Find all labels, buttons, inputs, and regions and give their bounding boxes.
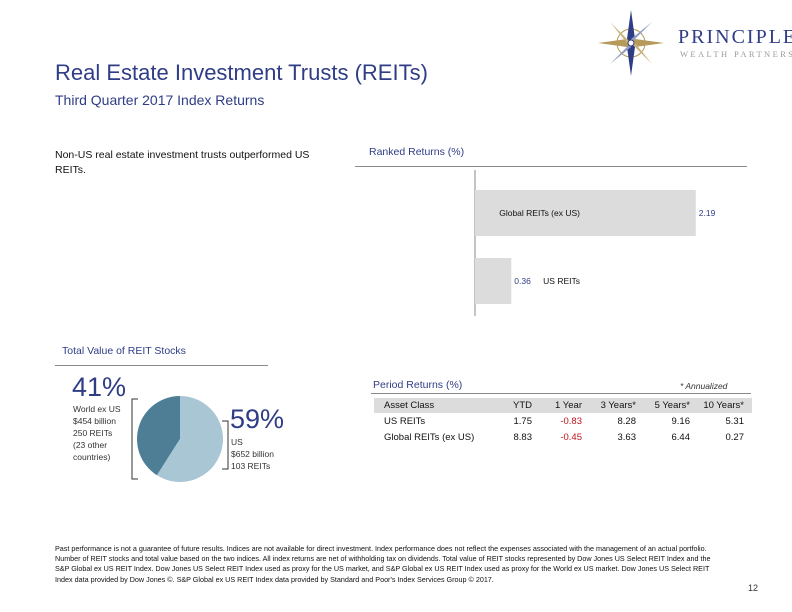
us-percent: 59%	[230, 404, 285, 434]
column-header: YTD	[486, 398, 532, 413]
left-bracket	[131, 398, 138, 480]
bar-category-label: Global REITs (ex US)	[499, 208, 580, 218]
world-ex-us-percent: 41%	[72, 372, 127, 402]
column-header: 1 Year	[532, 398, 582, 413]
ranked-returns-title: Ranked Returns (%)	[369, 146, 465, 158]
reit-value-pie	[131, 396, 229, 482]
period-returns-title: Period Returns (%)	[373, 379, 463, 391]
table-cell: 6.44	[671, 431, 691, 443]
world-ex-us-details: World ex US $454 billion 250 REITs (23 o…	[73, 403, 121, 463]
detail-line: $652 billion	[231, 449, 275, 459]
period-returns-rule	[371, 393, 751, 394]
bar	[475, 258, 512, 304]
table-cell: 8.83	[513, 431, 533, 443]
us-details: US $652 billion 103 REITs	[231, 436, 274, 472]
table-header-row: Asset Class YTD 1 Year 3 Years* 5 Years*…	[374, 398, 752, 413]
bar	[475, 190, 696, 236]
bar-value-label: 2.19	[699, 208, 716, 218]
right-bracket	[222, 420, 229, 470]
pie-slice	[137, 396, 180, 476]
page-subtitle: Third Quarter 2017 Index Returns	[55, 92, 265, 108]
column-header: 3 Years*	[582, 398, 636, 413]
table-row: US REITs 1.75 -0.83 8.28 9.16 5.31	[374, 413, 752, 429]
page-title: Real Estate Investment Trusts (REITs)	[55, 60, 428, 85]
table-row: Global REITs (ex US) 8.83 -0.45 3.63 6.4…	[374, 429, 752, 445]
table-cell: -0.83	[560, 415, 582, 427]
table-cell: -0.45	[560, 431, 582, 443]
table-cell: 3.63	[617, 431, 637, 443]
compass-icon	[598, 10, 664, 76]
table-cell: 0.27	[725, 431, 745, 443]
logo-name: PRINCIPLE	[678, 26, 792, 48]
period-returns-table: Asset Class YTD 1 Year 3 Years* 5 Years*…	[374, 398, 752, 445]
pie-title: Total Value of REIT Stocks	[62, 345, 186, 357]
table-cell: 1.75	[513, 415, 533, 427]
bar-category-label: US REITs	[543, 276, 580, 286]
logo: PRINCIPLE WEALTH PARTNERS	[596, 8, 792, 78]
annualized-note: * Annualized	[680, 381, 728, 391]
table-cell: 5.31	[725, 415, 745, 427]
column-header: 10 Years*	[690, 398, 752, 413]
detail-line: $454 billion	[73, 416, 117, 426]
column-header: 5 Years*	[636, 398, 690, 413]
ranked-returns-rule	[355, 166, 747, 167]
pie-slice	[156, 396, 224, 482]
disclaimer-text: Past performance is not a guarantee of f…	[55, 544, 711, 584]
detail-line: 103 REITs	[231, 461, 271, 471]
detail-line: US	[231, 437, 243, 447]
ranked-returns-chart: Global REITs (ex US) 2.19 US REITs 0.36	[474, 170, 716, 316]
detail-line: (23 other	[73, 440, 108, 450]
detail-line: World ex US	[73, 404, 121, 414]
table-cell: US REITs	[384, 415, 426, 427]
logo-tagline: WEALTH PARTNERS	[680, 49, 792, 59]
page-number: 12	[748, 583, 759, 593]
column-header: Asset Class	[374, 398, 486, 413]
table-cell: 8.28	[617, 415, 637, 427]
bar-value-label: 0.36	[514, 276, 531, 286]
table-cell: 9.16	[671, 415, 691, 427]
pie-rule	[55, 365, 268, 366]
table-cell: Global REITs (ex US)	[384, 431, 475, 443]
intro-text: Non-US real estate investment trusts out…	[55, 149, 310, 176]
detail-line: countries)	[73, 452, 111, 462]
detail-line: 250 REITs	[73, 428, 113, 438]
